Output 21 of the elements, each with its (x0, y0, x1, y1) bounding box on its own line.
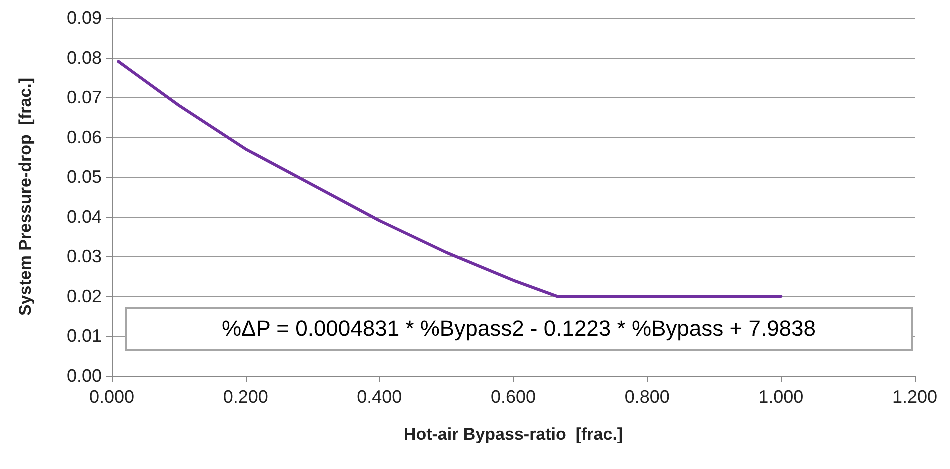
x-tick-label: 1.000 (758, 387, 804, 407)
y-tick-label: 0.09 (66, 8, 102, 28)
x-axis-title: Hot-air Bypass-ratio [frac.] (404, 425, 624, 444)
y-tick-label: 0.04 (66, 206, 102, 227)
x-tick-label: 0.000 (89, 387, 135, 407)
y-tick-label: 0.03 (66, 246, 102, 267)
y-tick-label: 0.05 (66, 167, 102, 188)
text-box: %ΔP = 0.0004831 * %Bypass2 - 0.1223 * %Bypass + 7.9838 (125, 307, 913, 351)
x-tick-label: 0.200 (223, 387, 268, 407)
y-tick-label: 0.07 (66, 88, 102, 108)
x-tick-label: 0.600 (490, 387, 536, 407)
x-tick-label: 1.200 (892, 387, 938, 407)
y-tick-label: 0.01 (66, 326, 102, 346)
y-tick-label: 0.02 (66, 286, 102, 306)
y-tick-label: 0.08 (66, 48, 102, 68)
x-tick-label: 0.800 (624, 387, 670, 407)
y-tick-label: 0.00 (66, 366, 102, 386)
line-series (117, 60, 783, 298)
y-axis-title: System Pressure-drop [frac.] (16, 78, 35, 316)
y-tick-label: 0.06 (66, 127, 102, 148)
x-tick-label: 0.400 (357, 387, 402, 407)
